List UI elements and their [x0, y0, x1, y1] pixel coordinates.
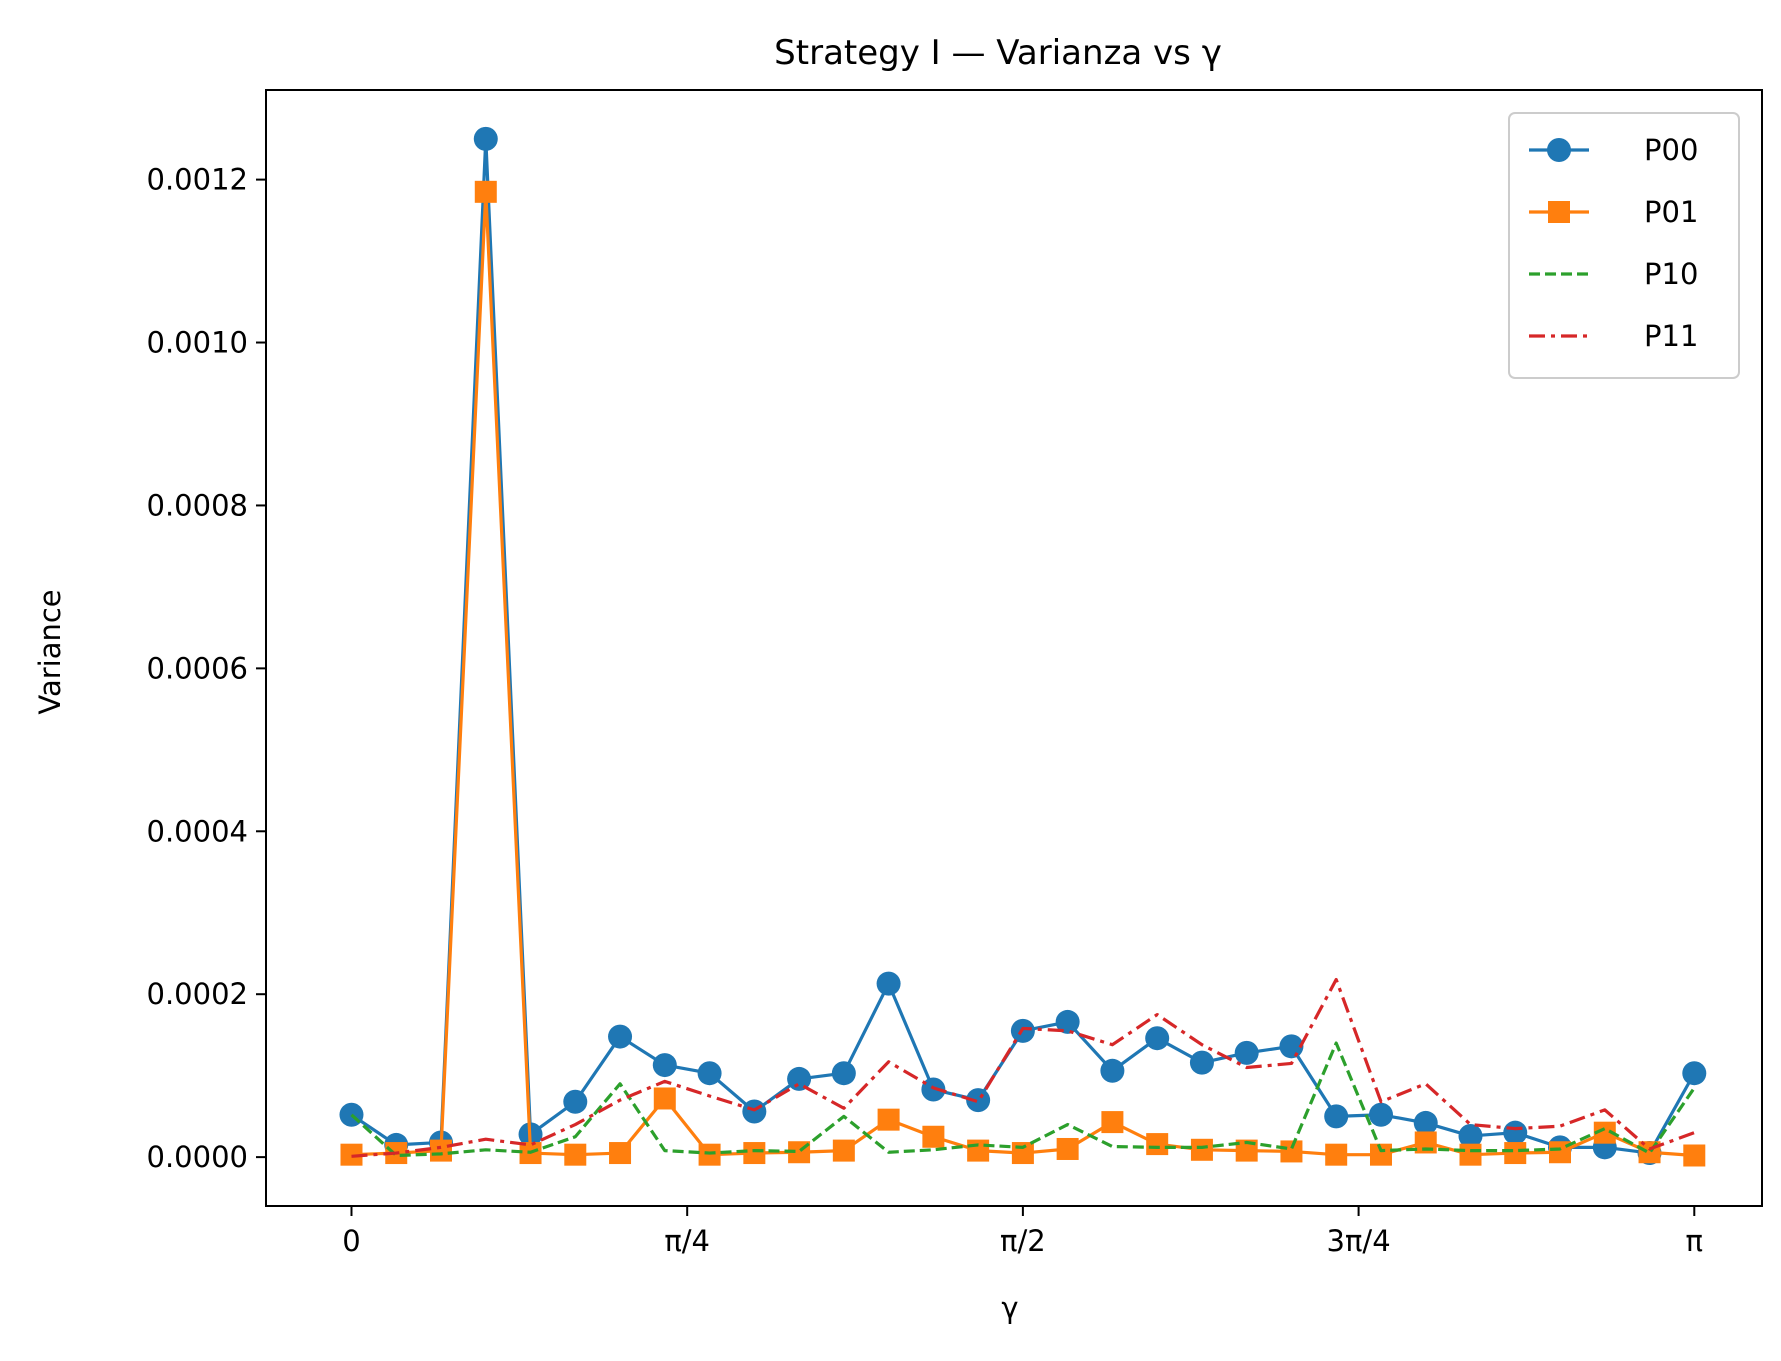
series-line-p11 [351, 977, 1695, 1158]
data-point [832, 1139, 855, 1162]
series-line-p10 [350, 1041, 1696, 1158]
series-p00 [339, 126, 1707, 1166]
data-point [1548, 1141, 1571, 1164]
data-point [1101, 1111, 1124, 1134]
legend-label-p00: P00 [1644, 133, 1698, 167]
x-tick-label: π/4 [664, 1224, 710, 1258]
data-point [1459, 1143, 1482, 1166]
data-point [1235, 1139, 1258, 1162]
data-point [1325, 1143, 1348, 1166]
series-p11 [351, 977, 1695, 1158]
data-point [473, 126, 498, 151]
data-point [1100, 1058, 1125, 1083]
legend-label-p11: P11 [1644, 319, 1698, 353]
y-tick-label: 0.0002 [147, 977, 248, 1011]
y-tick-label: 0.0000 [147, 1140, 248, 1174]
legend-marker-p00 [1547, 138, 1571, 162]
data-point [1503, 1120, 1528, 1145]
y-tick-label: 0.0006 [147, 651, 248, 685]
data-point [1324, 1104, 1349, 1129]
data-point [742, 1099, 767, 1124]
legend-label-p10: P10 [1644, 257, 1698, 291]
data-point [698, 1143, 721, 1166]
legend: P00 P01 P10 P11 [1508, 112, 1740, 379]
data-point [652, 1053, 677, 1078]
data-point [1593, 1121, 1616, 1144]
data-point [340, 1143, 363, 1166]
data-point [922, 1125, 945, 1148]
data-point [1413, 1110, 1438, 1135]
legend-marker-p01 [1548, 201, 1570, 223]
legend-box [1508, 112, 1740, 379]
data-point [1145, 1026, 1170, 1051]
series-p01 [340, 180, 1706, 1167]
y-tick-label: 0.0008 [147, 488, 248, 522]
data-point [966, 1088, 991, 1113]
data-point [1458, 1123, 1483, 1148]
axes: 0 π/4 π/2 3π/4 π 0.0000 0.0002 0.0004 0.0006 0.00… [147, 89, 1763, 1258]
y-axis-label: Variance [33, 589, 67, 714]
x-tick-label: π/2 [1000, 1224, 1046, 1258]
axes-frame [265, 89, 1763, 1207]
data-point [1055, 1009, 1080, 1034]
data-point [564, 1143, 587, 1166]
data-point [831, 1061, 856, 1086]
x-tick-label: π [1686, 1224, 1703, 1258]
data-point [1279, 1034, 1304, 1059]
data-point [787, 1066, 812, 1091]
data-point [563, 1089, 588, 1114]
data-point [697, 1061, 722, 1086]
data-point [1190, 1138, 1213, 1161]
data-point [608, 1024, 633, 1049]
data-point [1280, 1140, 1303, 1163]
data-point [653, 1087, 676, 1110]
data-point [1504, 1142, 1527, 1165]
data-point [967, 1139, 990, 1162]
x-axis-label: γ [1001, 1291, 1018, 1325]
y-tick-label: 0.0004 [147, 814, 248, 848]
data-point [1368, 1102, 1393, 1127]
data-point [1682, 1061, 1707, 1086]
y-tick-label: 0.0010 [147, 326, 248, 360]
x-tick-label: 0 [342, 1224, 360, 1258]
series-p10 [350, 1041, 1696, 1158]
x-tick-label: 3π/4 [1327, 1224, 1391, 1258]
data-point [1369, 1143, 1392, 1166]
data-point [474, 180, 497, 203]
data-point [876, 971, 901, 996]
data-point [1234, 1040, 1259, 1065]
data-point [1011, 1142, 1034, 1165]
data-point [743, 1142, 766, 1165]
data-point [429, 1139, 452, 1162]
data-point [1146, 1133, 1169, 1156]
plot-area [339, 126, 1707, 1167]
legend-label-p01: P01 [1644, 195, 1698, 229]
data-point [877, 1108, 900, 1131]
y-tick-label: 0.0012 [147, 163, 248, 197]
data-point [1189, 1050, 1214, 1075]
data-point [609, 1142, 632, 1165]
data-point [1056, 1137, 1079, 1160]
chart-title: Strategy I — Varianza vs γ [774, 33, 1222, 73]
data-point [1683, 1144, 1706, 1167]
